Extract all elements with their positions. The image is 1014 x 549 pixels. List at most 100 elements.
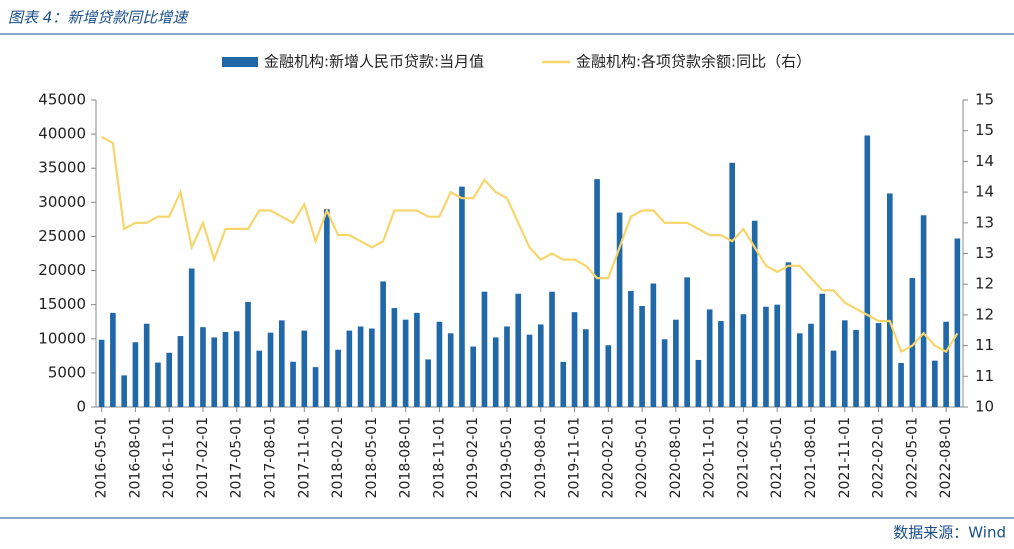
bar — [909, 278, 916, 407]
bar — [470, 346, 477, 407]
x-tick-label: 2019-08-01 — [533, 417, 549, 498]
bar — [864, 135, 871, 407]
bar — [414, 312, 420, 407]
bar — [605, 345, 612, 407]
bar — [188, 268, 195, 407]
x-tick-label: 2016-11-01 — [161, 417, 177, 498]
bar — [335, 349, 341, 407]
bar — [571, 312, 578, 407]
bar — [537, 324, 544, 407]
bar — [155, 362, 161, 407]
x-tick-label: 2021-11-01 — [837, 417, 853, 498]
x-tick-label: 2020-05-01 — [634, 417, 650, 498]
bar — [481, 291, 488, 407]
bar — [278, 320, 285, 407]
bar — [233, 331, 240, 407]
chart-title: 图表 4：新增贷款同比增速 — [8, 9, 189, 27]
bar — [436, 321, 443, 407]
bar — [943, 321, 949, 407]
bar — [830, 350, 837, 407]
bar — [492, 337, 499, 407]
bar — [886, 193, 893, 407]
bar — [526, 334, 533, 407]
bar — [177, 336, 184, 407]
y-tick-label: 5000 — [48, 363, 86, 381]
bar — [98, 339, 105, 407]
bar — [312, 367, 319, 407]
y2-tick-label: 12 — [975, 305, 994, 323]
bar — [425, 359, 431, 407]
bar — [324, 209, 330, 407]
bar — [875, 323, 882, 407]
x-tick-label: 2021-05-01 — [769, 417, 785, 498]
bar — [751, 220, 758, 407]
bar — [391, 308, 398, 407]
x-tick-label: 2018-02-01 — [330, 417, 346, 498]
bar — [920, 215, 927, 407]
x-tick-label: 2017-11-01 — [296, 417, 312, 498]
bar — [143, 323, 150, 407]
bar — [695, 359, 702, 407]
bar — [245, 301, 251, 407]
y2-tick-label: 12 — [975, 275, 994, 293]
bar — [200, 327, 206, 407]
bar — [110, 312, 116, 407]
x-tick-label: 2020-08-01 — [668, 417, 684, 498]
y-tick-label: 15000 — [38, 295, 86, 313]
bar — [628, 291, 634, 407]
y2-tick-label: 13 — [975, 213, 994, 231]
bar — [774, 304, 781, 407]
bar — [841, 320, 848, 407]
bar — [898, 362, 904, 407]
bar — [267, 332, 274, 407]
bar — [504, 326, 510, 407]
x-tick-label: 2019-05-01 — [499, 417, 515, 498]
y2-tick-label: 15 — [975, 121, 994, 139]
bar — [132, 342, 139, 407]
bar — [763, 306, 769, 407]
bar — [594, 179, 600, 407]
bar — [447, 333, 454, 407]
bar — [740, 314, 747, 407]
bar — [357, 326, 364, 407]
bar — [515, 293, 522, 407]
x-tick-label: 2016-08-01 — [127, 417, 143, 498]
y-tick-label: 35000 — [38, 159, 86, 177]
source: 数据来源：Wind — [893, 524, 1006, 542]
bar — [616, 212, 623, 407]
bar — [582, 329, 589, 407]
bar — [796, 333, 803, 407]
x-tick-label: 2022-05-01 — [904, 417, 920, 498]
legend-label: 金融机构:新增人民币贷款:当月值 — [264, 53, 484, 71]
x-tick-label: 2019-02-01 — [465, 417, 481, 498]
x-tick-label: 2018-05-01 — [364, 417, 380, 498]
x-tick-label: 2020-11-01 — [702, 417, 718, 498]
bar — [954, 238, 961, 407]
bar — [684, 277, 690, 407]
y2-tick-label: 15 — [975, 91, 994, 109]
bar — [290, 361, 296, 407]
y2-tick-label: 13 — [975, 244, 994, 262]
bar — [301, 330, 308, 407]
bar — [211, 337, 218, 407]
y-tick-label: 25000 — [38, 227, 86, 245]
x-tick-label: 2017-08-01 — [263, 417, 279, 498]
x-tick-label: 2021-02-01 — [735, 417, 751, 498]
x-tick-label: 2018-08-01 — [398, 417, 414, 498]
y-tick-label: 20000 — [38, 261, 86, 279]
bar — [380, 281, 386, 407]
x-tick-label: 2018-11-01 — [431, 417, 447, 498]
y2-tick-label: 14 — [975, 152, 994, 170]
bar — [560, 361, 567, 407]
bar — [166, 352, 173, 407]
bar — [932, 360, 938, 407]
bar — [785, 262, 792, 407]
bar — [808, 323, 814, 407]
y-tick-label: 40000 — [38, 125, 86, 143]
bar — [853, 329, 859, 407]
x-tick-label: 2017-02-01 — [195, 417, 211, 498]
bar — [673, 319, 679, 407]
x-tick-label: 2022-08-01 — [938, 417, 954, 498]
bar — [222, 331, 229, 407]
